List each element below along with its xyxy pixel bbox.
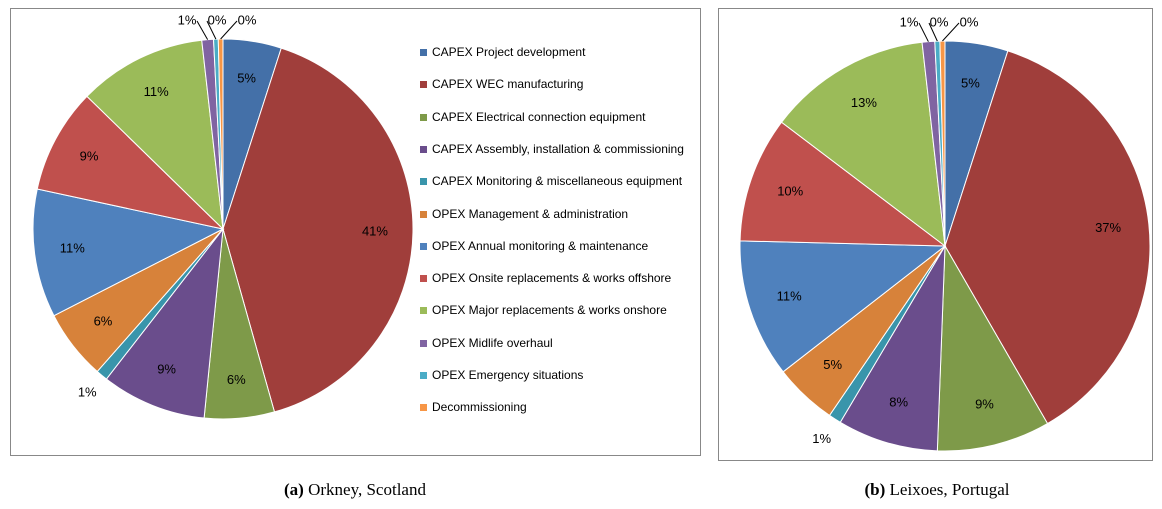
leader-line (196, 20, 209, 40)
data-label: 11% (60, 240, 85, 255)
legend-item: OPEX Onsite replacements & works offshor… (420, 272, 702, 285)
pie-slice (86, 39, 224, 231)
data-label: 11% (144, 84, 169, 99)
data-label: 0% (208, 12, 227, 27)
data-label: 6% (227, 372, 246, 387)
data-label: 0% (960, 14, 979, 29)
data-label: 37% (1095, 220, 1121, 235)
pie-slice (217, 38, 224, 230)
legend-item: Decommissioning (420, 401, 702, 414)
data-label: 10% (777, 183, 803, 198)
legend-swatch (420, 307, 427, 315)
legend-item: OPEX Midlife overhaul (420, 335, 702, 350)
legend-swatch (420, 178, 427, 186)
legend-item: CAPEX Electrical connection equipment (420, 109, 702, 124)
legend-swatch (420, 145, 427, 153)
leader-line (928, 22, 938, 42)
pie-slice (739, 121, 947, 247)
pie-slice (36, 95, 225, 230)
leader-line (220, 20, 238, 40)
legend-item: CAPEX Assembly, installation & commissio… (420, 141, 702, 156)
pie-slice (32, 188, 225, 317)
legend-label: OPEX Midlife overhaul (432, 335, 553, 350)
pie-slice (839, 245, 946, 452)
pie-slice (944, 50, 1151, 425)
data-label: 13% (851, 95, 877, 110)
data-label: 9% (975, 397, 994, 412)
frame-b (718, 8, 1153, 461)
data-label: 9% (157, 362, 176, 377)
legend-swatch (420, 275, 427, 283)
data-label: 1% (78, 384, 97, 399)
legend-item: CAPEX WEC manufacturing (420, 78, 702, 91)
legend-swatch (420, 404, 427, 412)
data-label: 0% (238, 12, 257, 27)
caption-label: (b) (865, 480, 886, 499)
pie-slice (936, 244, 1049, 452)
data-label: 5% (823, 357, 842, 372)
legend-label: CAPEX Electrical connection equipment (432, 109, 646, 124)
leader-line (206, 20, 217, 40)
legend-label: OPEX Onsite replacements & works offshor… (432, 271, 672, 286)
legend-swatch (420, 113, 427, 121)
data-label: 8% (889, 395, 908, 410)
pie-slice (780, 41, 946, 248)
leader-line (918, 22, 929, 42)
data-label: 1% (812, 431, 831, 446)
legend-label: CAPEX WEC manufacturing (432, 77, 584, 92)
data-label: 0% (930, 14, 949, 29)
data-label: 5% (961, 75, 980, 90)
legend-label: OPEX Annual monitoring & maintenance (432, 238, 649, 253)
legend-swatch (420, 81, 427, 89)
legend-item: OPEX Management & administration (420, 206, 702, 221)
leader-line (942, 22, 960, 42)
legend-item: CAPEX Project development (420, 46, 702, 59)
legend-swatch (420, 242, 427, 250)
legend-swatch (420, 339, 427, 347)
data-label: 6% (94, 314, 113, 329)
legend-item: OPEX Annual monitoring & maintenance (420, 238, 702, 253)
pie-slice (105, 227, 224, 419)
data-label: 1% (900, 14, 919, 29)
caption-text: Orkney, Scotland (308, 480, 426, 499)
legend-label: CAPEX Assembly, installation & commissio… (432, 141, 684, 156)
caption: (a) Orkney, Scotland (284, 480, 426, 499)
data-label: 41% (362, 223, 388, 238)
data-label: 5% (237, 70, 256, 85)
data-label: 9% (80, 149, 99, 164)
legend-item: OPEX Major replacements & works onshore (420, 304, 702, 317)
caption: (b) Leixoes, Portugal (865, 480, 1010, 499)
pie-slice (739, 240, 947, 373)
legend-label: OPEX Management & administration (432, 206, 629, 221)
data-label: 11% (777, 289, 802, 304)
legend-item: OPEX Emergency situations (420, 369, 702, 382)
caption-text: Leixoes, Portugal (890, 480, 1010, 499)
legend-label: CAPEX Project development (432, 45, 586, 59)
pie-slice (222, 47, 414, 413)
legend-label: OPEX Emergency situations (432, 368, 584, 382)
legend-swatch (420, 49, 427, 56)
legend-label: Decommissioning (432, 400, 527, 415)
legend-label: OPEX Major replacements & works onshore (432, 303, 667, 318)
caption-label: (a) (284, 480, 304, 499)
frame-a (10, 8, 701, 456)
legend-label: CAPEX Monitoring & miscellaneous equipme… (432, 174, 683, 189)
legend-swatch (420, 372, 427, 379)
data-label: 1% (178, 12, 197, 27)
legend-item: CAPEX Monitoring & miscellaneous equipme… (420, 175, 702, 188)
pie-slice (939, 40, 946, 247)
legend-swatch (420, 210, 427, 218)
